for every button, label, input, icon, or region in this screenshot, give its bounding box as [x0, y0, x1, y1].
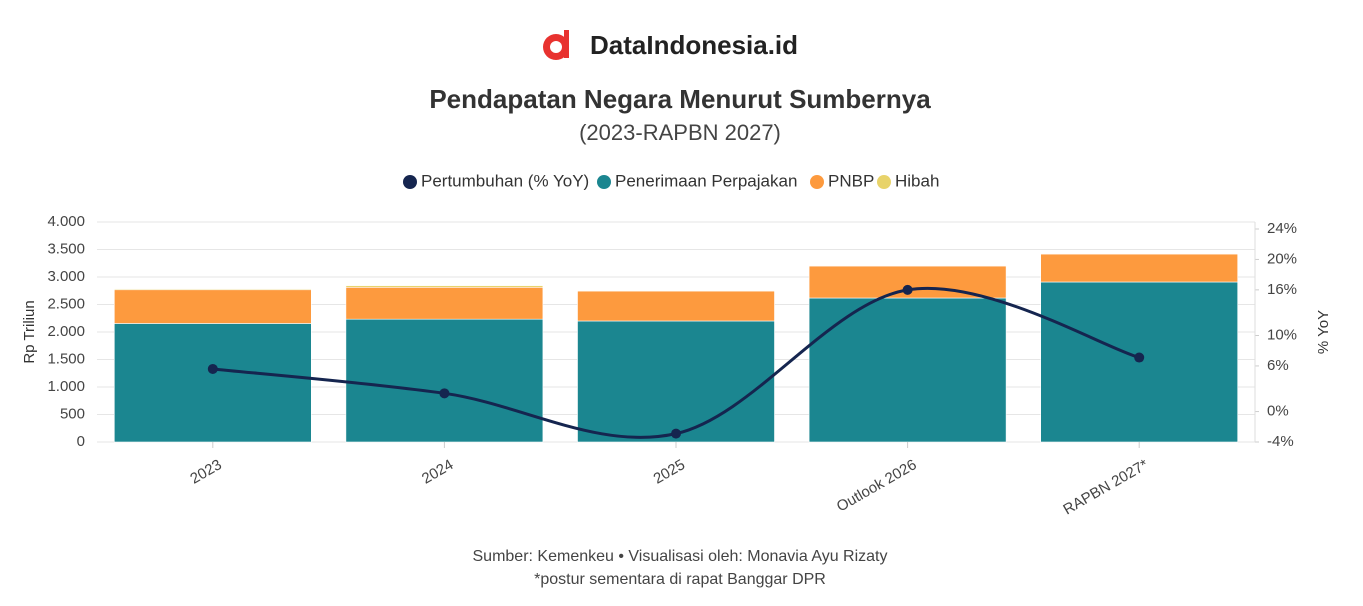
logo: DataIndonesia.id	[543, 30, 798, 60]
y2-tick-label: 20%	[1267, 250, 1297, 267]
logo-icon-inner	[550, 41, 562, 53]
y2-tick-label: -4%	[1267, 433, 1294, 450]
bar	[577, 320, 775, 443]
legend-swatch	[403, 175, 417, 189]
y2-tick-label: 0%	[1267, 403, 1289, 420]
y-tick-label: 3.000	[47, 268, 85, 285]
y2-tick-label: 24%	[1267, 220, 1297, 237]
y2-tick-label: 6%	[1267, 357, 1289, 374]
x-tick-label: Outlook 2026	[834, 456, 920, 515]
bar	[345, 285, 544, 288]
brand: DataIndonesia.id	[590, 30, 798, 60]
y-tick-label: 2.500	[47, 295, 85, 312]
bar	[1040, 253, 1238, 283]
bar	[114, 289, 312, 324]
x-tick-label: 2023	[187, 456, 224, 487]
bar	[114, 288, 312, 291]
y-tick-label: 3.500	[47, 240, 85, 257]
y-tick-label: 2.000	[47, 323, 85, 340]
legend-label: PNBP	[828, 171, 874, 190]
chart-subtitle: (2023-RAPBN 2027)	[579, 120, 781, 145]
y2-tick-label: 10%	[1267, 326, 1297, 343]
y-tick-label: 1.000	[47, 378, 85, 395]
y-tick-label: 4.000	[47, 213, 85, 230]
y-tick-label: 0	[77, 433, 85, 450]
legend-label: Penerimaan Perpajakan	[615, 171, 797, 190]
source: Sumber: Kemenkeu • Visualisasi oleh: Mon…	[473, 548, 888, 565]
line-point	[207, 363, 218, 374]
x-tick-label: 2024	[419, 456, 456, 487]
y-tick-label: 1.500	[47, 350, 85, 367]
legend-label: Pertumbuhan (% YoY)	[421, 171, 589, 190]
bar	[577, 290, 775, 322]
line-point	[439, 388, 450, 399]
bar	[114, 323, 312, 443]
y-tick-label: 500	[60, 405, 85, 422]
x-tick-label: RAPBN 2027*	[1060, 456, 1151, 518]
line-point	[671, 428, 681, 439]
chart-title: Pendapatan Negara Menurut Sumbernya	[429, 84, 931, 114]
logo-stem	[564, 30, 569, 58]
bar	[345, 286, 544, 320]
legend-label: Hibah	[895, 171, 939, 190]
y2-axis-title: % YoY	[1315, 310, 1332, 354]
legend-swatch	[877, 175, 891, 189]
bar	[345, 318, 544, 443]
line-point	[1134, 352, 1145, 363]
legend-swatch	[597, 175, 611, 189]
line-point	[902, 284, 913, 295]
bar	[808, 297, 1007, 443]
y2-tick-label: 16%	[1267, 281, 1297, 298]
legend-swatch	[810, 175, 824, 189]
y-axis-title: Rp Triliun	[21, 300, 38, 363]
x-tick-label: 2025	[651, 456, 688, 487]
note: *postur sementara di rapat Banggar DPR	[534, 571, 826, 588]
